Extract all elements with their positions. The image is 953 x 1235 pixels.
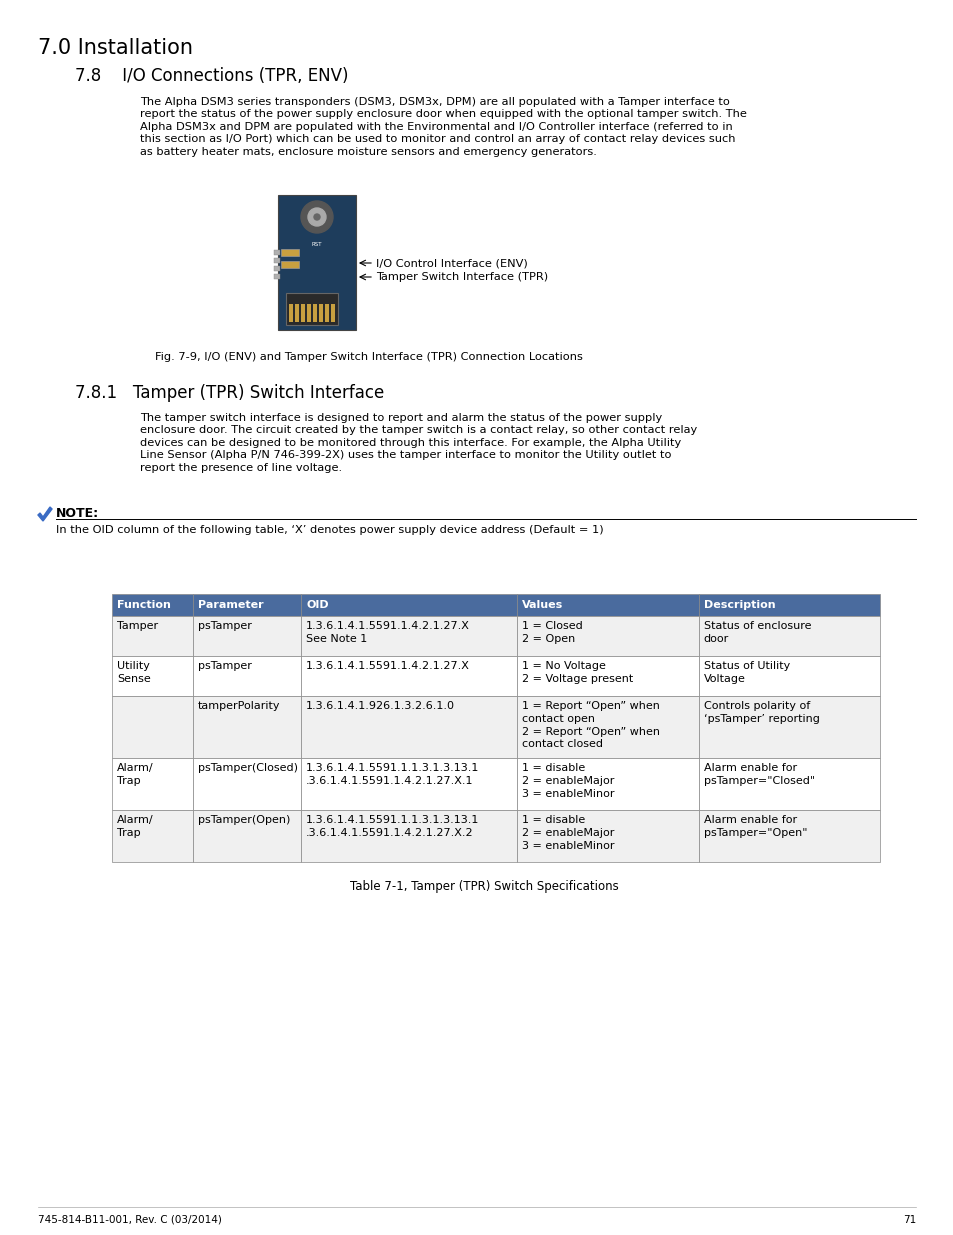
Bar [517, 594, 698, 616]
Bar [698, 697, 879, 758]
Text: 1.3.6.1.4.1.5591.1.4.2.1.27.X: 1.3.6.1.4.1.5591.1.4.2.1.27.X [306, 661, 470, 671]
Text: In the OID column of the following table, ‘X’ denotes power supply device addres: In the OID column of the following table… [56, 525, 603, 535]
Bar [318, 304, 323, 322]
Circle shape [314, 214, 319, 220]
Bar [193, 810, 301, 862]
Bar [112, 758, 193, 810]
Bar [301, 758, 517, 810]
Text: OID: OID [306, 600, 329, 610]
Bar [313, 304, 316, 322]
Text: Description: Description [703, 600, 775, 610]
Bar [112, 810, 193, 862]
Bar [193, 697, 301, 758]
Bar [277, 195, 355, 330]
Bar [301, 304, 305, 322]
Text: Table 7-1, Tamper (TPR) Switch Specifications: Table 7-1, Tamper (TPR) Switch Specifica… [350, 881, 618, 893]
Text: 1.3.6.1.4.1.5591.1.1.3.1.3.13.1
.3.6.1.4.1.5591.1.4.2.1.27.X.2: 1.3.6.1.4.1.5591.1.1.3.1.3.13.1 .3.6.1.4… [306, 815, 479, 837]
Text: Alarm/
Trap: Alarm/ Trap [117, 815, 153, 837]
Bar [274, 249, 280, 254]
Bar [274, 258, 280, 263]
Text: 1.3.6.1.4.1.5591.1.4.2.1.27.X
See Note 1: 1.3.6.1.4.1.5591.1.4.2.1.27.X See Note 1 [306, 621, 470, 643]
Bar [517, 656, 698, 697]
Text: 745-814-B11-001, Rev. C (03/2014): 745-814-B11-001, Rev. C (03/2014) [38, 1215, 222, 1225]
Bar [301, 810, 517, 862]
Bar [698, 758, 879, 810]
Text: Alarm enable for
psTamper="Closed": Alarm enable for psTamper="Closed" [703, 763, 814, 785]
Text: 1.3.6.1.4.1.5591.1.1.3.1.3.13.1
.3.6.1.4.1.5591.1.4.2.1.27.X.1: 1.3.6.1.4.1.5591.1.1.3.1.3.13.1 .3.6.1.4… [306, 763, 479, 785]
Bar [193, 656, 301, 697]
Bar [331, 304, 335, 322]
Text: Utility
Sense: Utility Sense [117, 661, 151, 684]
Text: 1 = disable
2 = enableMajor
3 = enableMinor: 1 = disable 2 = enableMajor 3 = enableMi… [521, 815, 614, 851]
Bar [274, 266, 280, 270]
Text: psTamper(Closed): psTamper(Closed) [198, 763, 297, 773]
Polygon shape [38, 508, 52, 521]
Circle shape [301, 201, 333, 233]
Text: 1 = No Voltage
2 = Voltage present: 1 = No Voltage 2 = Voltage present [521, 661, 633, 684]
Bar [698, 810, 879, 862]
Text: I/O Control Interface (ENV): I/O Control Interface (ENV) [375, 258, 527, 268]
Text: Status of Utility
Voltage: Status of Utility Voltage [703, 661, 789, 684]
Text: 1 = Closed
2 = Open: 1 = Closed 2 = Open [521, 621, 582, 643]
Text: psTamper: psTamper [198, 621, 252, 631]
Bar [517, 758, 698, 810]
Bar [517, 697, 698, 758]
Bar [301, 656, 517, 697]
Bar [112, 656, 193, 697]
Bar [517, 810, 698, 862]
Bar [294, 304, 298, 322]
Text: psTamper: psTamper [198, 661, 252, 671]
Text: 71: 71 [902, 1215, 915, 1225]
Bar [193, 758, 301, 810]
Text: 1 = Report “Open” when
contact open
2 = Report “Open” when
contact closed: 1 = Report “Open” when contact open 2 = … [521, 701, 659, 750]
Text: Parameter: Parameter [198, 600, 263, 610]
Bar [281, 249, 298, 256]
Text: Alarm enable for
psTamper="Open": Alarm enable for psTamper="Open" [703, 815, 806, 837]
Text: Function: Function [117, 600, 171, 610]
Bar [301, 616, 517, 656]
Circle shape [308, 207, 326, 226]
Bar [193, 594, 301, 616]
Bar [698, 594, 879, 616]
Text: NOTE:: NOTE: [56, 508, 99, 520]
Bar [274, 274, 280, 279]
Text: Status of enclosure
door: Status of enclosure door [703, 621, 810, 643]
Bar [286, 293, 337, 325]
Bar [517, 616, 698, 656]
Bar [289, 304, 293, 322]
Bar [698, 616, 879, 656]
Text: 7.0 Installation: 7.0 Installation [38, 38, 193, 58]
Bar [112, 616, 193, 656]
Text: 1 = disable
2 = enableMajor
3 = enableMinor: 1 = disable 2 = enableMajor 3 = enableMi… [521, 763, 614, 799]
Text: The tamper switch interface is designed to report and alarm the status of the po: The tamper switch interface is designed … [140, 412, 697, 473]
Text: 7.8.1   Tamper (TPR) Switch Interface: 7.8.1 Tamper (TPR) Switch Interface [75, 384, 384, 403]
Text: RST: RST [312, 242, 322, 247]
Bar [698, 656, 879, 697]
Text: The Alpha DSM3 series transponders (DSM3, DSM3x, DPM) are all populated with a T: The Alpha DSM3 series transponders (DSM3… [140, 98, 746, 157]
Bar [325, 304, 329, 322]
Text: Controls polarity of
‘psTamper’ reporting: Controls polarity of ‘psTamper’ reportin… [703, 701, 819, 724]
Text: psTamper(Open): psTamper(Open) [198, 815, 290, 825]
Text: Alarm/
Trap: Alarm/ Trap [117, 763, 153, 785]
Bar [281, 261, 298, 268]
Bar [307, 304, 311, 322]
Bar [301, 697, 517, 758]
Text: Fig. 7-9, I/O (ENV) and Tamper Switch Interface (TPR) Connection Locations: Fig. 7-9, I/O (ENV) and Tamper Switch In… [154, 352, 582, 362]
Text: Values: Values [521, 600, 563, 610]
Bar [112, 697, 193, 758]
Text: Tamper Switch Interface (TPR): Tamper Switch Interface (TPR) [375, 272, 548, 282]
Text: tamperPolarity: tamperPolarity [198, 701, 280, 711]
Bar [193, 616, 301, 656]
Text: 7.8    I/O Connections (TPR, ENV): 7.8 I/O Connections (TPR, ENV) [75, 67, 348, 85]
Bar [112, 594, 193, 616]
Text: Tamper: Tamper [117, 621, 158, 631]
Text: 1.3.6.1.4.1.926.1.3.2.6.1.0: 1.3.6.1.4.1.926.1.3.2.6.1.0 [306, 701, 455, 711]
Bar [301, 594, 517, 616]
